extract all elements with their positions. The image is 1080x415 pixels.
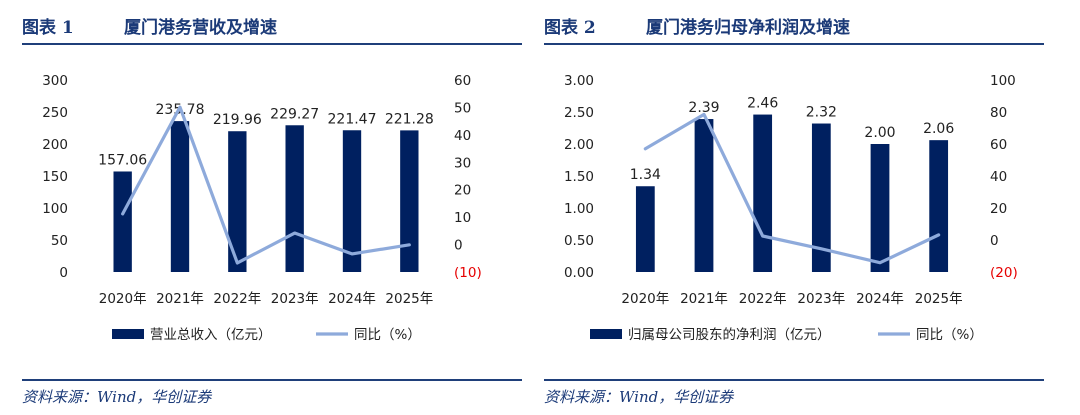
legend-bar-label: 归属母公司股东的净利润（亿元） — [628, 326, 831, 343]
figure-2-title-text: 厦门港务归母净利润及增速 — [646, 18, 850, 38]
bar-data-label: 219.96 — [213, 112, 262, 128]
bar — [929, 140, 949, 272]
right-axis-tick-label: 60 — [990, 137, 1007, 153]
left-axis-tick-label: 300 — [42, 73, 68, 89]
x-axis-tick-label: 2020年 — [621, 291, 669, 307]
bar — [342, 130, 362, 272]
net-profit-chart: 0.00 0.50 1.00 1.50 2.00 2.50 3.00 (20) 0 20 40 60 8… — [564, 73, 1018, 343]
figure-1-source: 资料来源：Wind，华创证券 — [22, 388, 212, 406]
left-axis-tick-label: 2.00 — [564, 137, 594, 153]
legend-bar-swatch — [112, 329, 144, 339]
bar-data-label: 2.00 — [864, 125, 895, 141]
bar — [228, 131, 247, 272]
figure-2-source: 资料来源：Wind，华创证券 — [544, 388, 734, 406]
figure-2-footer-rule — [544, 379, 1044, 381]
right-axis-tick-label: 0 — [454, 238, 463, 254]
left-axis-tick-label: 0.00 — [564, 265, 594, 281]
figure-1-footer-rule — [22, 379, 522, 381]
x-axis-tick-label: 2021年 — [156, 291, 204, 307]
right-axis-tick-label: 20 — [990, 201, 1007, 217]
bar-data-label: 229.27 — [270, 106, 319, 122]
figure-1-title-rule — [22, 43, 522, 45]
legend-line-label: 同比（%） — [916, 327, 983, 343]
left-axis-tick-label: 3.00 — [564, 73, 594, 89]
right-axis-tick-label: 10 — [454, 210, 471, 226]
legend-bar-swatch — [590, 329, 622, 339]
bar-data-label: 1.34 — [630, 167, 661, 183]
x-axis-tick-label: 2024年 — [328, 291, 376, 307]
figure-2-panel: 图表 2 厦门港务归母净利润及增速 0.00 0.50 1.00 1.50 2.00 2.5… — [544, 0, 1050, 415]
x-axis-tick-label: 2022年 — [739, 291, 787, 307]
x-axis-tick-label: 2022年 — [213, 291, 261, 307]
bar-data-label: 157.06 — [98, 152, 147, 168]
bar — [170, 121, 190, 272]
x-axis-tick-label: 2021年 — [680, 291, 728, 307]
x-axis-tick-label: 2025年 — [915, 291, 963, 307]
figure-1-title-text: 厦门港务营收及增速 — [124, 18, 277, 38]
right-axis-tick-label: 40 — [990, 169, 1007, 185]
bar-data-label: 2.06 — [923, 121, 954, 137]
bar — [811, 123, 831, 273]
figure-2-title: 图表 2 厦门港务归母净利润及增速 — [544, 14, 850, 42]
legend-line-label: 同比（%） — [354, 327, 421, 343]
right-axis-tick-label: (20) — [990, 265, 1018, 281]
bar — [635, 186, 655, 272]
right-axis-tick-label: 50 — [454, 100, 471, 116]
left-axis-tick-label: 0 — [59, 265, 68, 281]
x-axis-tick-label: 2023年 — [797, 291, 845, 307]
x-axis-tick-label: 2020年 — [99, 291, 147, 307]
left-axis-tick-label: 150 — [42, 169, 68, 185]
x-axis-tick-label: 2025年 — [385, 291, 433, 307]
left-axis-tick-label: 1.50 — [564, 169, 594, 185]
right-axis-tick-label: 30 — [454, 155, 471, 171]
revenue-chart: 0 50 100 150 200 250 300 (10) 0 10 20 30 40 50 60 157.0… — [42, 73, 482, 343]
figure-1-title: 图表 1 厦门港务营收及增速 — [22, 14, 277, 42]
left-axis-tick-label: 1.00 — [564, 201, 594, 217]
right-axis-tick-label: 0 — [990, 233, 999, 249]
left-axis-tick-label: 50 — [51, 233, 68, 249]
bar — [753, 114, 773, 272]
right-axis-tick-label: 20 — [454, 183, 471, 199]
bar — [285, 125, 304, 272]
right-axis-tick-label: (10) — [454, 265, 482, 281]
bar — [113, 171, 132, 272]
x-axis-tick-label: 2024年 — [856, 291, 904, 307]
right-axis-tick-label: 60 — [454, 73, 471, 89]
right-axis-tick-label: 100 — [990, 73, 1016, 89]
bar-data-label: 221.47 — [328, 111, 377, 127]
bar-data-label: 2.46 — [747, 96, 778, 112]
growth-line — [121, 105, 411, 265]
bar — [870, 144, 890, 272]
right-axis-tick-label: 80 — [990, 105, 1007, 121]
x-axis-tick-label: 2023年 — [271, 291, 319, 307]
legend-bar-label: 营业总收入（亿元） — [150, 327, 272, 343]
figure-1-label: 图表 1 — [22, 18, 74, 38]
left-axis-tick-label: 0.50 — [564, 233, 594, 249]
growth-line — [643, 112, 941, 265]
bar-data-label: 221.28 — [385, 111, 434, 127]
figure-2-label: 图表 2 — [544, 18, 596, 38]
left-axis-tick-label: 100 — [42, 201, 68, 217]
left-axis-tick-label: 250 — [42, 105, 68, 121]
figure-2-title-rule — [544, 43, 1044, 45]
bar — [400, 130, 419, 272]
bar — [694, 119, 714, 272]
right-axis-tick-label: 40 — [454, 128, 471, 144]
left-axis-tick-label: 200 — [42, 137, 68, 153]
bar-data-label: 2.39 — [688, 100, 719, 116]
bar-data-label: 2.32 — [806, 105, 837, 121]
figure-1-panel: 图表 1 厦门港务营收及增速 0 50 100 150 200 250 300 (10) 0 10 2… — [22, 0, 528, 415]
left-axis-tick-label: 2.50 — [564, 105, 594, 121]
